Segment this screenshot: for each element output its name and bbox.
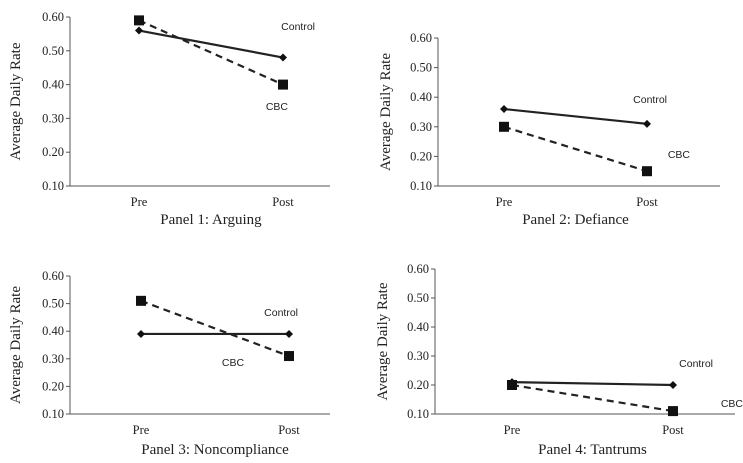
y-tick-label: 0.40: [407, 320, 429, 334]
cbc-series-line: [138, 19, 284, 86]
y-tick-label: 0.40: [42, 78, 64, 92]
y-axis-label: Average Daily Rate: [375, 282, 391, 400]
y-tick-label: 0.10: [410, 179, 432, 193]
control-series-label: Control: [633, 94, 667, 106]
x-tick-label: Post: [636, 195, 658, 209]
x-tick-label: Post: [278, 423, 300, 437]
y-tick-label: 0.20: [410, 149, 432, 163]
cbc-marker: [284, 351, 294, 362]
control-marker: [669, 381, 677, 389]
y-tick-label: 0.60: [42, 269, 64, 283]
x-tick-label: Pre: [496, 195, 513, 209]
x-tick-label: Pre: [504, 423, 521, 437]
y-tick-label: 0.50: [42, 44, 64, 58]
y-tick-label: 0.30: [410, 120, 432, 134]
control-series-label: Control: [264, 307, 298, 319]
panel-title: Panel 2: Defiance: [522, 212, 629, 228]
y-tick-label: 0.60: [407, 262, 429, 276]
y-tick-label: 0.20: [407, 378, 429, 392]
control-marker: [500, 105, 508, 114]
cbc-series-line: [503, 125, 648, 173]
panel-title: Panel 4: Tantrums: [538, 442, 647, 458]
cbc-marker: [278, 79, 288, 90]
y-tick-label: 0.60: [42, 10, 64, 24]
x-tick-label: Post: [662, 423, 684, 437]
y-tick-label: 0.50: [410, 61, 432, 75]
x-tick-label: Pre: [133, 423, 150, 437]
cbc-marker: [134, 15, 144, 26]
y-axis-label: Average Daily Rate: [378, 53, 394, 171]
y-tick-label: 0.50: [407, 291, 429, 305]
y-tick-label: 0.20: [42, 145, 64, 159]
control-marker: [643, 119, 651, 128]
cbc-series-label: CBC: [222, 357, 245, 369]
cbc-series-label: CBC: [668, 149, 691, 161]
panel-4-tantrums: 0.10 0.20 0.30 0.40 0.50 0.60 Pre Post Average D…: [375, 262, 743, 458]
y-tick-label: 0.50: [42, 297, 64, 311]
cbc-marker: [668, 406, 678, 417]
panel-1-arguing: 0.10 0.20 0.30 0.40 0.50 0.60 Pre Post Average D…: [8, 10, 330, 228]
control-marker: [279, 53, 287, 62]
cbc-marker: [507, 380, 517, 390]
y-tick-label: 0.30: [42, 111, 64, 125]
y-axis-label: Average Daily Rate: [8, 286, 24, 404]
cbc-marker: [642, 166, 652, 177]
control-marker: [285, 329, 293, 338]
cbc-series-label: CBC: [721, 398, 743, 410]
panel-3-noncompliance: 0.10 0.20 0.30 0.40 0.50 0.60 Pre Post Average D…: [8, 269, 330, 458]
panel-title: Panel 3: Noncompliance: [141, 442, 289, 458]
cbc-marker: [136, 295, 146, 306]
control-series-label: Control: [281, 21, 315, 33]
y-tick-label: 0.10: [42, 407, 64, 421]
panel-2-defiance: 0.10 0.20 0.30 0.40 0.50 0.60 Pre Post Average D…: [378, 31, 720, 228]
control-marker: [135, 26, 143, 35]
control-series-line: [503, 107, 648, 125]
x-tick-label: Post: [272, 195, 294, 209]
y-tick-label: 0.60: [410, 31, 432, 45]
cbc-series-label: CBC: [266, 101, 289, 113]
cbc-marker: [499, 121, 509, 132]
cbc-series-line: [511, 383, 674, 413]
y-tick-label: 0.10: [407, 407, 429, 421]
y-tick-label: 0.30: [407, 349, 429, 363]
y-tick-label: 0.20: [42, 379, 64, 393]
cbc-series-line: [140, 299, 290, 358]
y-tick-label: 0.40: [42, 324, 64, 338]
control-marker: [137, 329, 145, 338]
y-tick-label: 0.30: [42, 352, 64, 366]
y-axis-label: Average Daily Rate: [8, 42, 24, 160]
panel-title: Panel 1: Arguing: [160, 212, 262, 228]
y-tick-label: 0.10: [42, 179, 64, 193]
x-tick-label: Pre: [131, 195, 148, 209]
control-series-line: [138, 29, 284, 59]
y-tick-label: 0.40: [410, 90, 432, 104]
control-series-label: Control: [679, 358, 713, 370]
control-series-line: [511, 381, 674, 387]
